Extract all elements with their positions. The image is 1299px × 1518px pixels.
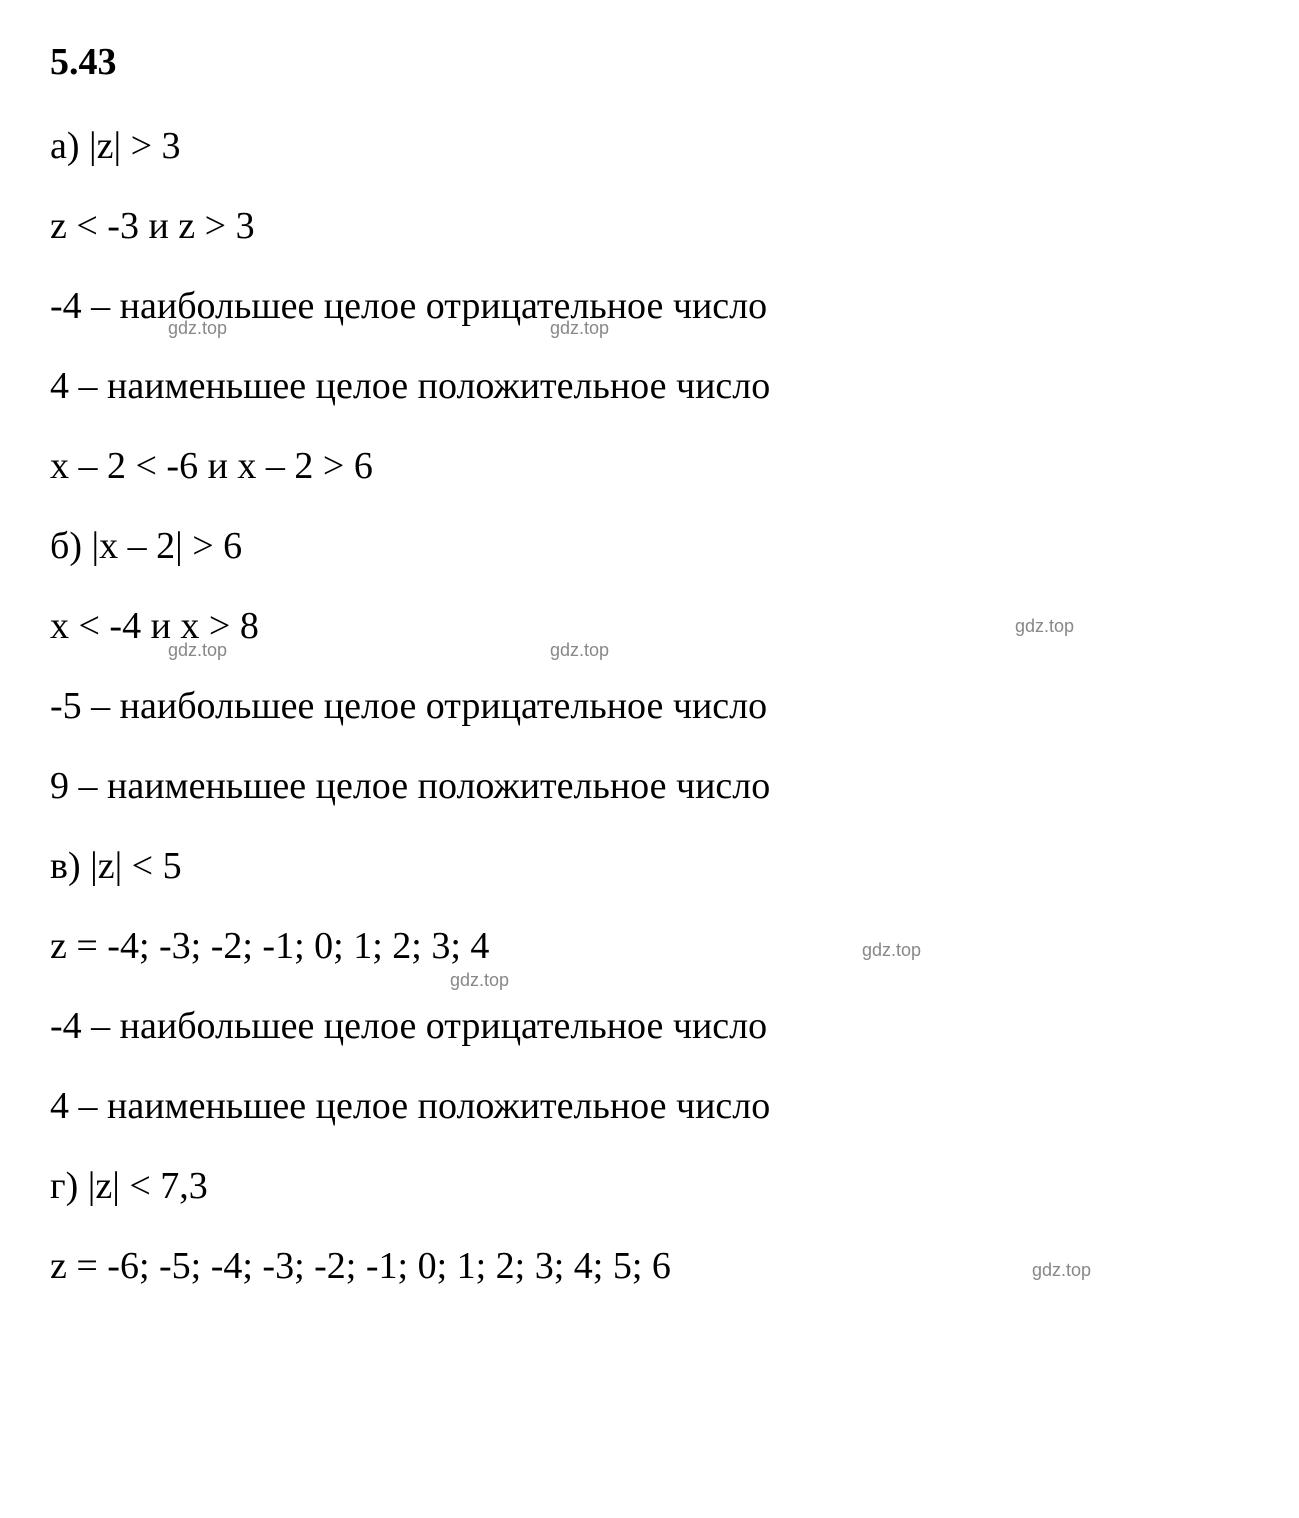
watermark: gdz.top xyxy=(1015,616,1074,637)
document-content: 5.43 а) |z| > 3 z < -3 и z > 3 -4 – наиб… xyxy=(50,40,1249,1288)
watermark: gdz.top xyxy=(550,640,609,661)
line-c3: -4 – наибольшее целое отрицательное числ… xyxy=(50,1004,1249,1048)
watermark: gdz.top xyxy=(450,970,509,991)
watermark: gdz.top xyxy=(168,318,227,339)
line-b3: -5 – наибольшее целое отрицательное числ… xyxy=(50,684,1249,728)
line-c4: 4 – наименьшее целое положительное число xyxy=(50,1084,1249,1128)
line-c2: z = -4; -3; -2; -1; 0; 1; 2; 3; 4 xyxy=(50,924,1249,968)
problem-number: 5.43 xyxy=(50,40,1249,84)
watermark: gdz.top xyxy=(550,318,609,339)
watermark: gdz.top xyxy=(168,640,227,661)
line-a1: а) |z| > 3 xyxy=(50,124,1249,168)
line-d1: г) |z| < 7,3 xyxy=(50,1164,1249,1208)
line-b4: 9 – наименьшее целое положительное число xyxy=(50,764,1249,808)
line-c1: в) |z| < 5 xyxy=(50,844,1249,888)
line-a2: z < -3 и z > 3 xyxy=(50,204,1249,248)
watermark: gdz.top xyxy=(1032,1260,1091,1281)
line-a4: 4 – наименьшее целое положительное число xyxy=(50,364,1249,408)
line-b1: б) |x – 2| > 6 xyxy=(50,524,1249,568)
watermark: gdz.top xyxy=(862,940,921,961)
line-a3: -4 – наибольшее целое отрицательное числ… xyxy=(50,284,1249,328)
line-a5: x – 2 < -6 и x – 2 > 6 xyxy=(50,444,1249,488)
